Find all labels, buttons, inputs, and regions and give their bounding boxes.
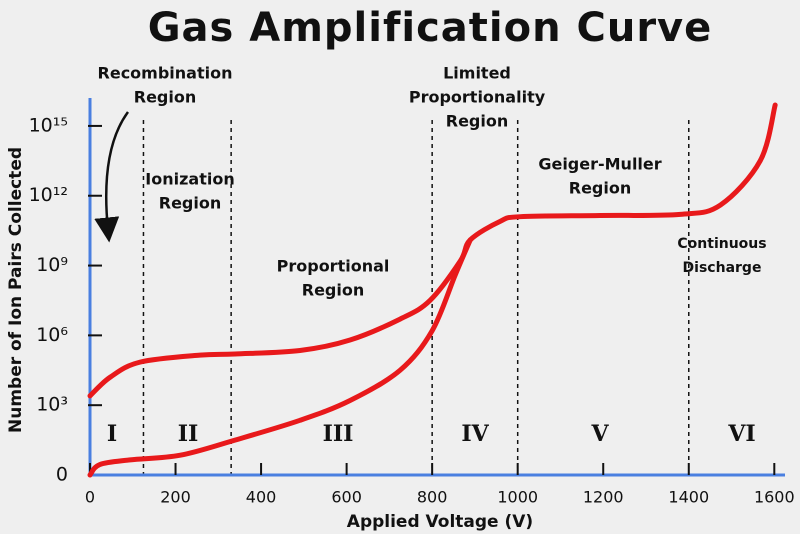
x-tick-label: 200 [160,488,191,507]
annotation: Recombination [98,64,233,83]
annotation: Region [302,281,365,300]
x-tick-label: 1400 [668,488,709,507]
annotation: Geiger-Muller [538,155,661,174]
y-tick-label: 10¹⁵ [29,114,68,136]
x-tick-label: 0 [85,488,95,507]
y-axis-label: Number of Ion Pairs Collected [6,147,26,433]
annotation: Region [569,179,632,198]
arrow [94,111,130,243]
x-tick-label: 800 [417,488,448,507]
annotation: Region [134,88,197,107]
x-tick-label: 1200 [583,488,624,507]
y-tick-label: 10¹² [29,184,68,206]
annotation: Continuous [677,236,766,252]
annotation: Region [159,194,222,213]
y-tick-label: 10³ [36,394,68,416]
x-tick-label: 400 [246,488,277,507]
y-tick-label: 10⁶ [36,324,68,346]
annotation: Proportional [277,257,390,276]
region-numeral: III [323,421,354,447]
region-numeral: V [590,421,609,447]
region-numeral: II [178,421,199,447]
curve [87,237,473,478]
y-tick-label: 0 [56,464,68,486]
y-tick-label: 10⁹ [36,254,68,276]
x-tick-label: 1000 [497,488,538,507]
annotation: Limited [443,64,511,83]
annotation: Region [446,112,509,131]
x-tick-label: 600 [331,488,362,507]
region-numeral: IV [461,421,489,447]
region-numeral: VI [727,421,755,447]
chart-title: Gas Amplification Curve [148,5,713,51]
annotation: Ionization [145,170,234,189]
curve [87,102,778,399]
annotation: Discharge [683,260,762,276]
annotation: Proportionality [409,88,546,107]
x-axis-label: Applied Voltage (V) [347,512,533,532]
region-numeral: I [107,421,117,447]
x-tick-label: 1600 [754,488,795,507]
